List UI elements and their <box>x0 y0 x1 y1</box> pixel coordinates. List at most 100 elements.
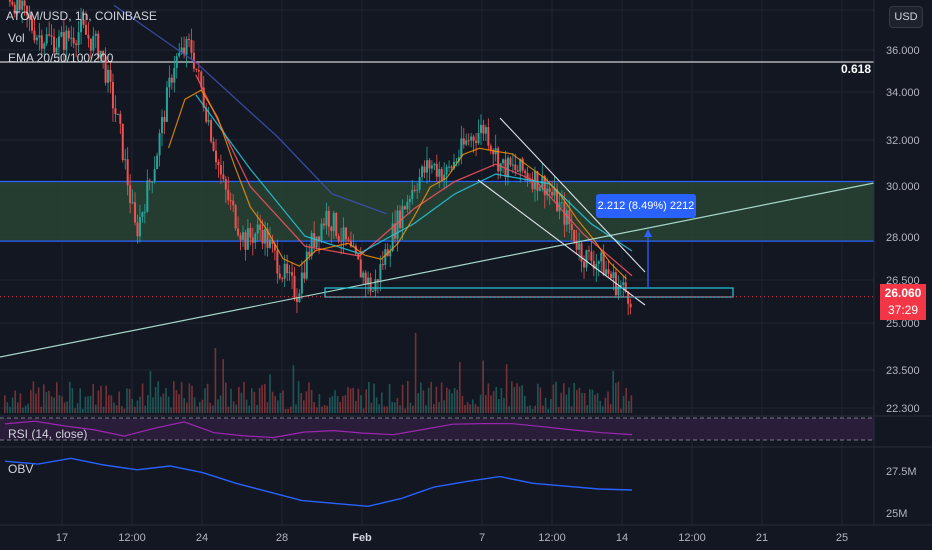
candle-body <box>381 264 384 266</box>
candle-body <box>202 87 205 108</box>
candle-body <box>28 15 31 19</box>
volume-bar <box>375 397 378 413</box>
volume-bar <box>583 393 586 413</box>
candle-body <box>408 199 411 203</box>
candle-body <box>556 188 559 212</box>
volume-bar <box>66 401 68 413</box>
price-tick-label: 28.000 <box>886 232 920 244</box>
volume-bar <box>256 405 258 413</box>
candle-body <box>605 269 608 276</box>
volume-bar <box>628 400 630 413</box>
candle-body <box>516 170 519 172</box>
volume-bar <box>594 394 596 413</box>
candle-body <box>347 239 350 241</box>
candle-body <box>295 297 298 302</box>
volume-bar <box>92 383 94 413</box>
volume-bar <box>6 402 9 413</box>
volume-bar <box>409 402 412 413</box>
candle-body <box>452 161 455 169</box>
candle-body <box>396 210 399 239</box>
obv-tick-label: 27.5M <box>886 466 917 478</box>
volume-bar <box>477 406 479 413</box>
volume-bar <box>219 395 222 413</box>
volume-bar <box>139 396 141 413</box>
candle-body <box>310 233 313 256</box>
volume-bar <box>279 393 282 413</box>
volume-bar <box>269 374 271 413</box>
volume-bar <box>446 387 448 413</box>
volume-bar <box>352 387 354 413</box>
candle-body <box>580 243 583 262</box>
candle-body <box>479 124 482 133</box>
currency-button[interactable]: USD <box>889 6 923 28</box>
volume-bar <box>188 383 191 413</box>
candle-body <box>50 35 53 37</box>
candle-body <box>585 250 588 268</box>
candle-body <box>136 222 139 237</box>
volume-bar <box>534 405 536 413</box>
volume-bar <box>160 396 162 413</box>
volume-bar <box>472 399 474 413</box>
volume-bar <box>167 396 170 413</box>
candle-body <box>590 251 593 262</box>
candle-body <box>470 136 473 141</box>
candle-body <box>548 188 551 192</box>
candle-body <box>435 163 438 177</box>
volume-bar <box>235 404 237 413</box>
candle-body <box>241 232 244 240</box>
candle-body <box>219 165 222 175</box>
volume-bar <box>76 402 79 413</box>
candle-body <box>573 229 576 242</box>
volume-bar <box>217 399 219 413</box>
volume-bar <box>482 360 484 413</box>
candle-body <box>151 181 154 183</box>
volume-bar <box>300 393 302 413</box>
candle-body <box>411 189 414 200</box>
volume-bar <box>503 397 505 413</box>
candle-body <box>345 227 348 240</box>
candle-body <box>320 223 323 241</box>
volume-bar <box>318 394 321 413</box>
candle-body <box>163 117 166 122</box>
candle-body <box>239 235 242 240</box>
candle-body <box>438 169 441 177</box>
candle-body <box>369 277 372 292</box>
candle-body <box>43 43 46 49</box>
candle-body <box>251 237 254 243</box>
volume-bar <box>386 406 388 413</box>
volume-bar <box>165 387 167 413</box>
candle-body <box>99 50 102 59</box>
candle-body <box>448 166 451 168</box>
volume-bar <box>399 405 401 413</box>
volume-bar <box>105 385 107 413</box>
time-tick-label: 14 <box>616 532 628 544</box>
volume-bar <box>238 386 240 413</box>
time-axis: 17 12:00 24 28 Feb 7 12:00 14 12:00 21 25 <box>0 524 932 544</box>
candle-body <box>234 205 237 229</box>
obv-line <box>4 457 633 508</box>
candle-body <box>254 233 257 243</box>
candle-body <box>244 232 247 250</box>
volume-bar <box>563 383 565 413</box>
volume-bar <box>110 395 113 413</box>
volume-bar <box>310 389 313 413</box>
candle-body <box>131 202 134 204</box>
volume-bar <box>201 399 204 413</box>
candle-body <box>153 169 156 182</box>
volume-bar <box>464 404 466 413</box>
volume-bar <box>485 394 487 413</box>
volume-bar <box>573 382 575 413</box>
volume-bar <box>438 402 440 413</box>
volume-bar <box>245 399 248 413</box>
time-tick-label: 7 <box>479 532 485 544</box>
candle-body <box>21 0 24 10</box>
volume-bar <box>602 406 604 413</box>
candle-body <box>443 174 446 181</box>
candle-body <box>335 212 338 237</box>
candle-body <box>291 272 294 276</box>
volume-bar <box>56 382 58 413</box>
volume-bar <box>196 406 198 413</box>
volume-bar <box>422 390 425 413</box>
candle-body <box>526 173 529 180</box>
